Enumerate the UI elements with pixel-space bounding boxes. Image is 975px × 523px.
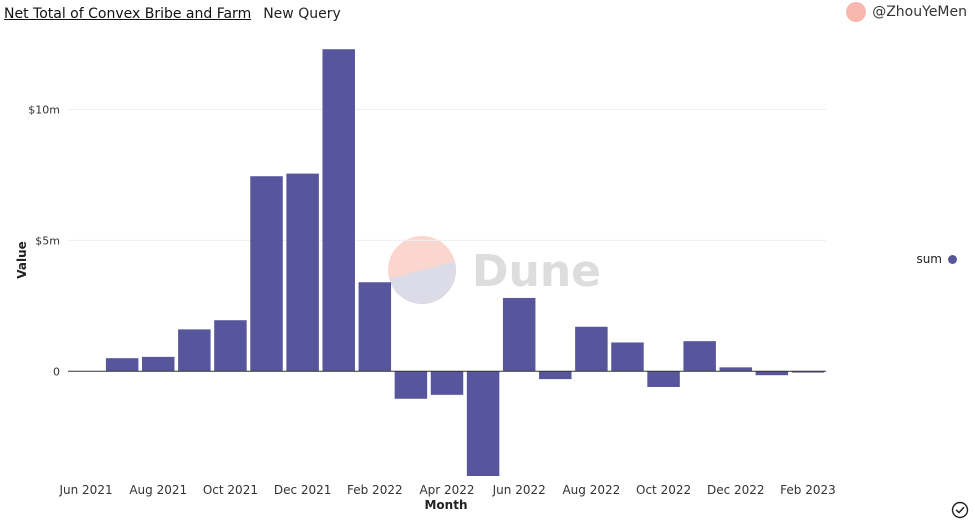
legend-label: sum bbox=[916, 252, 942, 266]
bar-dec-2022 bbox=[719, 367, 753, 372]
author-handle: @ZhouYeMen bbox=[872, 4, 967, 20]
x-tick-label: Oct 2021 bbox=[203, 483, 258, 497]
header: Net Total of Convex Bribe and Farm New Q… bbox=[4, 4, 341, 24]
bar-may-2022 bbox=[466, 371, 500, 476]
bar-aug-2021 bbox=[141, 356, 175, 372]
bar-mar-2022 bbox=[394, 371, 428, 399]
x-tick-label: Aug 2021 bbox=[129, 483, 187, 497]
author-avatar bbox=[846, 2, 867, 22]
legend[interactable]: sum bbox=[916, 252, 957, 266]
bar-feb-2023 bbox=[791, 371, 825, 373]
check-circle-icon[interactable] bbox=[951, 501, 969, 519]
bar-sep-2022 bbox=[611, 342, 644, 372]
bar-jul-2022 bbox=[539, 371, 572, 380]
y-tick-label: $5m bbox=[35, 234, 60, 247]
x-tick-label: Oct 2022 bbox=[636, 483, 691, 497]
x-tick-label: Jun 2021 bbox=[58, 483, 112, 497]
watermark-logo-shade bbox=[389, 261, 456, 304]
x-tick-label: Jun 2022 bbox=[492, 483, 546, 497]
x-tick-label: Dec 2021 bbox=[274, 483, 332, 497]
x-tick-label: Apr 2022 bbox=[419, 483, 474, 497]
author[interactable]: @ZhouYeMen bbox=[846, 2, 967, 22]
bar-sep-2021 bbox=[178, 329, 211, 372]
y-axis-label: Value bbox=[15, 241, 29, 279]
bar-jul-2021 bbox=[105, 358, 139, 372]
y-tick-label: 0 bbox=[53, 365, 60, 378]
y-tick-label: $10m bbox=[28, 103, 60, 116]
x-tick-label: Aug 2022 bbox=[562, 483, 620, 497]
x-tick-label: Feb 2022 bbox=[347, 483, 403, 497]
x-tick-label: Feb 2023 bbox=[780, 483, 836, 497]
bar-nov-2021 bbox=[250, 176, 283, 372]
bar-aug-2022 bbox=[575, 326, 608, 372]
watermark-text: Dune bbox=[472, 246, 601, 297]
chart-title[interactable]: Net Total of Convex Bribe and Farm bbox=[4, 6, 252, 22]
bar-oct-2021 bbox=[214, 320, 247, 372]
x-tick-label: Dec 2022 bbox=[707, 483, 765, 497]
bar-jan-2023 bbox=[755, 371, 789, 376]
bar-feb-2022 bbox=[358, 282, 392, 372]
bar-dec-2021 bbox=[286, 173, 319, 372]
query-name[interactable]: New Query bbox=[263, 6, 341, 22]
legend-swatch bbox=[948, 254, 957, 264]
bar-jun-2022 bbox=[502, 297, 536, 372]
bar-oct-2022 bbox=[647, 371, 680, 387]
bar-apr-2022 bbox=[430, 371, 464, 395]
bar-nov-2022 bbox=[683, 341, 716, 372]
bar-jan-2022 bbox=[322, 49, 355, 372]
x-axis-label: Month bbox=[424, 498, 467, 512]
